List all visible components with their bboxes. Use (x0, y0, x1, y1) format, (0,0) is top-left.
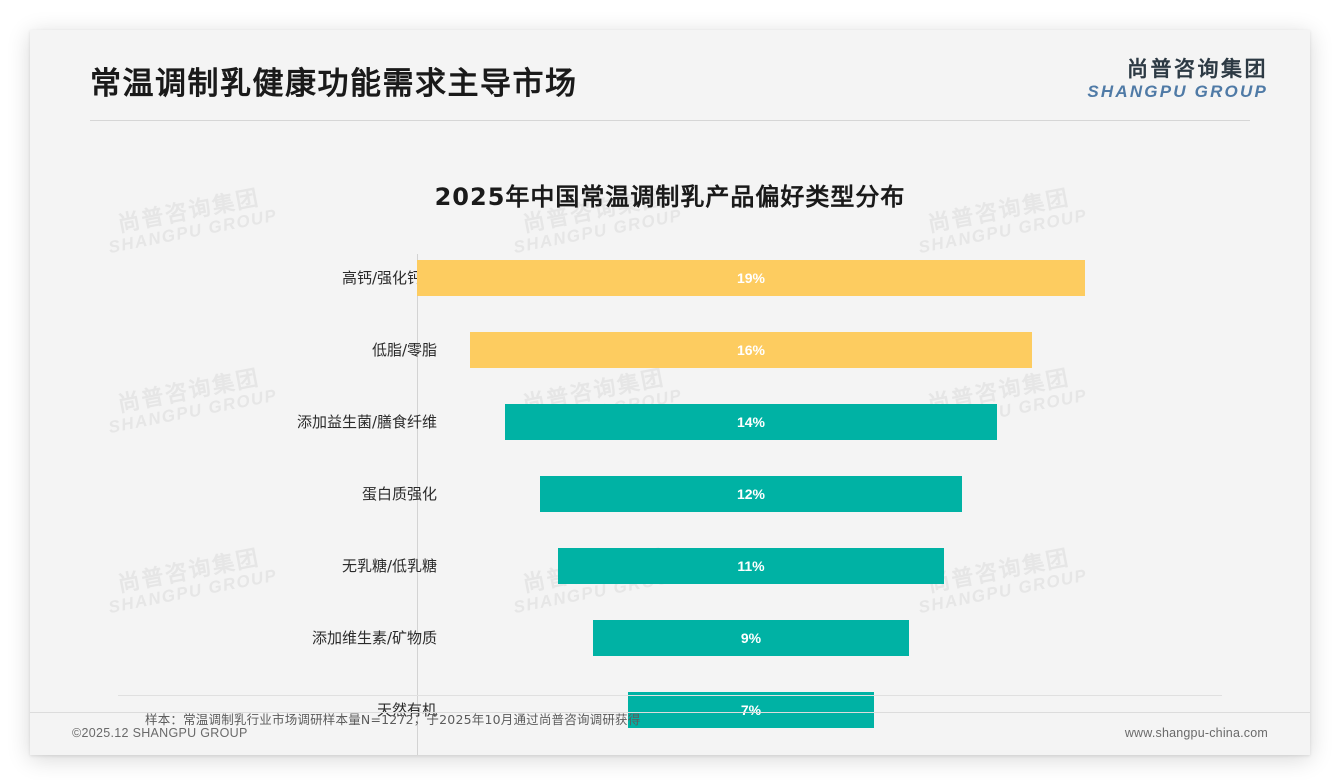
bar-row: 无乳糖/低乳糖 11% (180, 548, 1160, 584)
bar-row: 高钙/强化钙质 19% (180, 260, 1160, 296)
footer-copyright: ©2025.12 SHANGPU GROUP (72, 726, 248, 740)
bar-category-label: 蛋白质强化 (361, 485, 437, 503)
bar-value-label: 9% (740, 630, 762, 646)
bar-value-label: 14% (736, 414, 765, 430)
bar-row: 添加益生菌/膳食纤维 14% (180, 404, 1160, 440)
footnote-divider (118, 695, 1222, 696)
funnel-bar-chart: 高钙/强化钙质 19% 低脂/零脂 16% 添加益生菌/膳食纤维 14% 蛋白质强化 12% 无… (180, 254, 1160, 755)
bar-row: 天然有机 7% (180, 692, 1160, 728)
bar-value-label: 16% (736, 342, 765, 358)
bar-segment[interactable]: 12% (540, 476, 962, 512)
bar-segment[interactable]: 19% (417, 260, 1085, 296)
bar-value-label: 11% (737, 558, 765, 574)
bar-segment[interactable]: 7% (627, 692, 875, 728)
bar-row: 添加维生素/矿物质 9% (180, 620, 1160, 656)
bar-row: 低脂/零脂 16% (180, 332, 1160, 368)
bar-category-label: 添加益生菌/膳食纤维 (296, 413, 437, 431)
slide-header: 常温调制乳健康功能需求主导市场 尚普咨询集团 SHANGPU GROUP (30, 30, 1310, 122)
chart-area: 2025年中国常温调制乳产品偏好类型分布 高钙/强化钙质 19% 低脂/零脂 16% 添… (30, 122, 1310, 755)
bar-value-label: 7% (740, 702, 762, 718)
bar-category-label: 高钙/强化钙质 (341, 269, 437, 287)
y-axis-line (417, 254, 418, 755)
bar-value-label: 19% (736, 270, 766, 286)
brand-logo: 尚普咨询集团 SHANGPU GROUP (1087, 57, 1268, 101)
brand-logo-cn: 尚普咨询集团 (1127, 57, 1268, 81)
chart-title: 2025年中国常温调制乳产品偏好类型分布 (434, 183, 906, 211)
bar-category-label: 添加维生素/矿物质 (311, 629, 437, 647)
bar-segment[interactable]: 9% (592, 620, 910, 656)
sample-footnote: 样本：常温调制乳行业市场调研样本量N=1272，于2025年10月通过尚普咨询调… (145, 712, 641, 727)
bar-segment[interactable]: 16% (469, 332, 1033, 368)
slide-card: 尚普咨询集团 SHANGPU GROUP 尚普咨询集团 SHANGPU GROUP 尚普… (30, 30, 1310, 755)
bar-segment[interactable]: 14% (504, 404, 998, 440)
brand-logo-en: SHANGPU GROUP (1087, 81, 1268, 101)
bar-segment[interactable]: 11% (557, 548, 945, 584)
bar-category-label: 低脂/零脂 (371, 341, 437, 359)
bar-category-label: 无乳糖/低乳糖 (341, 557, 437, 575)
header-divider (90, 120, 1250, 121)
bar-row: 蛋白质强化 12% (180, 476, 1160, 512)
footer-website[interactable]: www.shangpu-china.com (1124, 726, 1268, 740)
slide-footer: ©2025.12 SHANGPU GROUP www.shangpu-china… (30, 712, 1310, 755)
page-title: 常温调制乳健康功能需求主导市场 (90, 66, 578, 102)
bar-value-label: 12% (736, 486, 765, 502)
bar-category-label: 天然有机 (376, 701, 437, 719)
